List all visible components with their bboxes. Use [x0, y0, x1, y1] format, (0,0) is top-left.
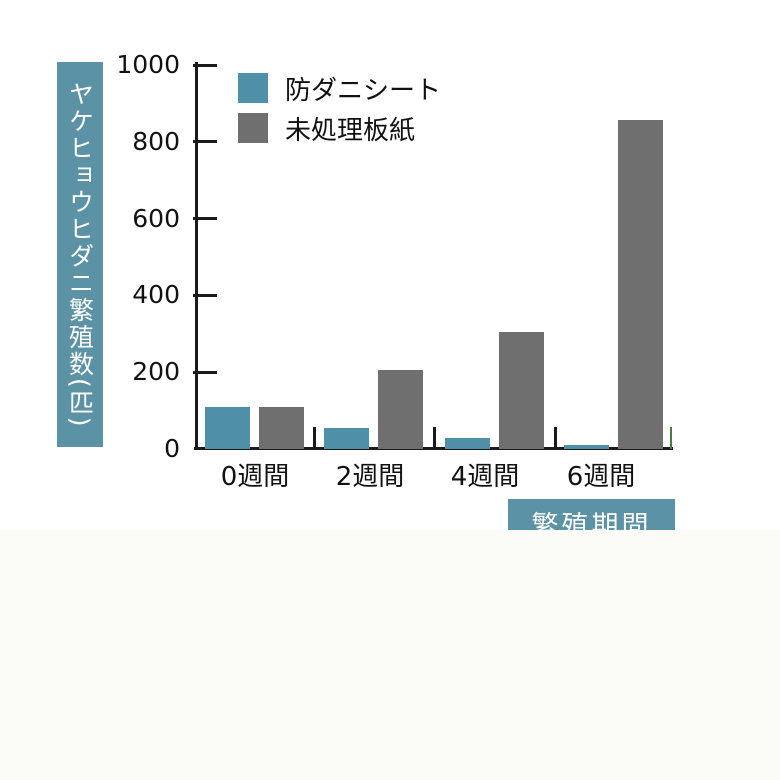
bar-series0-cat2 [444, 438, 490, 449]
bar-series1-cat3 [617, 120, 663, 449]
x-axis-label: 2週間 [335, 462, 405, 492]
legend-label-untreated-board: 未処理板紙 [285, 115, 416, 146]
y-axis-tick [193, 293, 217, 297]
legend: 防ダニシート 未処理板紙 [238, 73, 441, 153]
y-axis-title: ヤケヒョウヒダニ繁殖数(匹) [57, 62, 103, 447]
y-axis-tick-label: 200 [132, 357, 180, 387]
legend-swatch-gray [238, 113, 268, 143]
y-axis-tick-label: 400 [132, 280, 180, 310]
x-axis-end-tick [670, 427, 672, 449]
y-axis-tick-label: 600 [132, 203, 180, 233]
plot-area: 0 200 400 600 800 1000 0週間 2週間 4週間 6週間 [116, 50, 673, 492]
y-axis-tick [193, 217, 217, 221]
x-axis-label: 4週間 [450, 462, 520, 492]
legend-item-treated-sheet: 防ダニシート [238, 73, 441, 106]
bar-series0-cat3 [563, 445, 609, 449]
legend-swatch-teal [238, 73, 268, 103]
bar-series1-cat0 [259, 407, 304, 449]
bar-series0-cat0 [205, 407, 250, 449]
legend-item-untreated-board: 未処理板紙 [238, 113, 441, 146]
x-axis-tick [432, 427, 436, 449]
x-axis-tick [312, 427, 316, 449]
chart-section: ヤケヒョウヒダニ繁殖数(匹) 0 200 400 600 800 1000 0週間 2週間 4週… [57, 50, 675, 547]
y-axis-tick [193, 370, 217, 374]
x-axis-label: 6週間 [566, 462, 636, 492]
bar-series1-cat1 [378, 370, 423, 449]
y-axis-tick-label: 0 [164, 434, 180, 463]
y-axis-line [195, 62, 198, 450]
legend-label-treated-sheet: 防ダニシート [285, 75, 442, 106]
bar-series1-cat2 [498, 332, 544, 449]
bar-series0-cat1 [324, 428, 369, 449]
x-axis-label: 0週間 [220, 462, 290, 492]
caption-section: 評価試験で効果を確認済み こちらの防ダニシートは、ダニの成虫の 繁殖を抑える効果… [0, 530, 780, 780]
y-axis-tick-label: 800 [132, 126, 180, 156]
y-axis-tick [193, 140, 217, 144]
x-axis-tick [553, 427, 557, 449]
y-axis-tick-label: 1000 [116, 50, 180, 79]
y-axis-tick [193, 63, 217, 67]
